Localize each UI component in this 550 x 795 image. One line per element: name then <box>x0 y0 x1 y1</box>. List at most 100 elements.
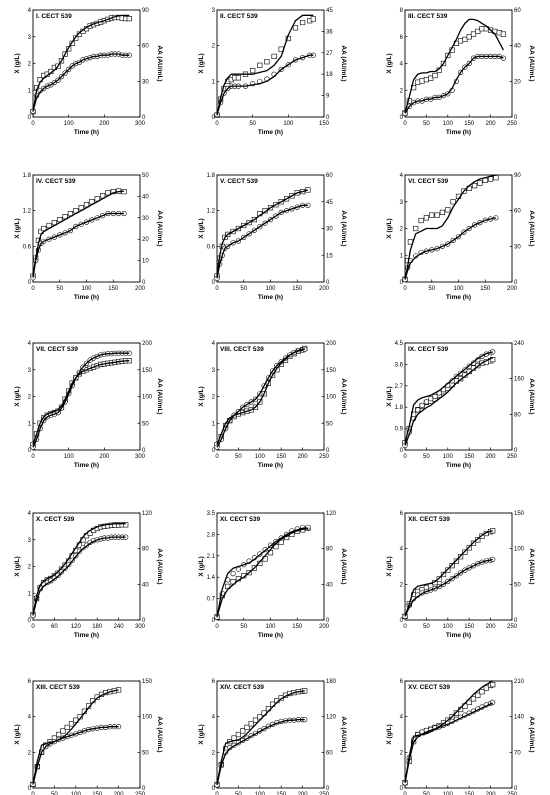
model-line-x <box>32 14 130 112</box>
y-tick-label: 3 <box>28 35 32 41</box>
data-point-square <box>419 78 425 84</box>
data-point-square <box>235 731 242 738</box>
y2-axis-title: AA (AU/mL) <box>528 210 535 246</box>
data-point-square <box>432 72 438 79</box>
y2-tick-label: 9 <box>326 94 330 100</box>
x-tick-label: 0 <box>31 121 35 127</box>
y2-tick-label: 0 <box>514 448 518 454</box>
y2-tick-label: 100 <box>142 395 153 401</box>
data-point-square <box>68 721 75 727</box>
y-tick-label: 3 <box>28 368 32 374</box>
x-tick-label: 0 <box>403 792 407 795</box>
x-tick-label: 150 <box>292 624 303 630</box>
y-tick-label: 4 <box>212 341 216 347</box>
y2-tick-label: 18 <box>326 72 333 78</box>
x-tick-label: 50 <box>51 792 58 795</box>
x-tick-label: 120 <box>71 624 82 630</box>
x-tick-label: 200 <box>507 286 518 292</box>
panel-title: II. CECT 539 <box>220 13 258 20</box>
x-tick-label: 150 <box>480 286 491 292</box>
x-tick-label: 150 <box>276 792 287 795</box>
y2-axis-title: AA (AU/mL) <box>340 210 347 246</box>
model-line-x <box>32 360 130 445</box>
y2-tick-label: 100 <box>514 547 525 553</box>
data-point-square <box>462 36 468 42</box>
x-axis-title: Time (h) <box>446 462 471 469</box>
x-axis-title: Time (h) <box>258 294 283 301</box>
y2-tick-label: 50 <box>142 173 149 179</box>
panel-title: III. CECT 539 <box>408 13 448 20</box>
y2-tick-label: 40 <box>514 44 521 50</box>
x-axis-title: Time (h) <box>446 294 471 301</box>
x-tick-label: 100 <box>255 454 266 460</box>
y-tick-label: 0.7 <box>207 597 216 603</box>
data-point-square <box>231 735 237 741</box>
data-point-circle <box>432 393 438 400</box>
data-point-square <box>439 209 446 216</box>
y-tick-label: 4 <box>28 8 32 14</box>
y2-tick-label: 20 <box>514 79 521 85</box>
y-tick-label: 3 <box>28 538 32 544</box>
model-line-x <box>32 523 126 615</box>
y-tick-label: 0 <box>400 115 404 121</box>
x-tick-label: 250 <box>507 454 518 460</box>
y2-tick-label: 45 <box>326 200 333 206</box>
data-point-square <box>248 721 254 727</box>
x-tick-label: 50 <box>235 454 242 460</box>
x-tick-label: 100 <box>81 286 92 292</box>
x-tick-label: 200 <box>319 624 330 630</box>
y2-tick-label: 40 <box>142 582 149 588</box>
model-line-x <box>216 348 305 445</box>
data-point-square <box>60 728 66 734</box>
data-point-circle <box>423 399 430 405</box>
model-line-x <box>32 190 125 277</box>
x-axis-title: Time (h) <box>74 129 99 136</box>
y-tick-label: 0 <box>400 280 404 286</box>
plot-frame <box>216 9 325 118</box>
y-tick-label: 4.5 <box>395 341 404 347</box>
y2-tick-label: 0 <box>514 280 518 286</box>
plot-frame <box>216 680 325 789</box>
data-point-square <box>436 576 442 582</box>
y-tick-label: 6 <box>28 679 32 685</box>
model-line-x <box>216 14 314 116</box>
data-point-square <box>299 19 306 26</box>
x-tick-label: 50 <box>235 792 242 795</box>
data-point-square <box>126 15 132 22</box>
x-tick-label: 0 <box>31 624 35 630</box>
x-tick-label: 150 <box>319 121 330 127</box>
y-tick-label: 1.8 <box>395 405 404 411</box>
y-tick-label: 4 <box>400 62 404 68</box>
y2-tick-label: 30 <box>142 216 149 222</box>
x-tick-label: 180 <box>92 624 103 630</box>
x-tick-label: 100 <box>71 792 82 795</box>
y-axis-title: X (g/L) <box>198 218 205 238</box>
y-tick-label: 2 <box>212 395 216 401</box>
model-line-x <box>32 689 119 785</box>
x-tick-label: 0 <box>215 121 219 127</box>
y2-tick-label: 0 <box>142 618 146 624</box>
data-point-square <box>423 77 430 83</box>
y-tick-label: 1.8 <box>207 173 216 179</box>
y-tick-label: 8 <box>400 8 404 14</box>
y-tick-label: 2 <box>28 565 32 571</box>
data-point-square <box>257 62 263 68</box>
y-axis-title: X (g/L) <box>198 386 205 406</box>
panel-title: XIII. CECT 539 <box>36 684 80 691</box>
y2-tick-label: 0 <box>514 115 518 121</box>
x-tick-label: 100 <box>64 454 75 460</box>
y-tick-label: 0 <box>212 280 216 286</box>
y-axis-title: X (g/L) <box>14 218 21 238</box>
y2-tick-label: 0 <box>326 280 330 286</box>
y2-tick-label: 240 <box>514 341 525 347</box>
y2-axis-title: AA (AU/mL) <box>156 45 163 81</box>
x-tick-label: 150 <box>108 286 119 292</box>
x-tick-label: 150 <box>464 792 475 795</box>
x-tick-label: 50 <box>240 624 247 630</box>
x-tick-label: 200 <box>114 792 125 795</box>
